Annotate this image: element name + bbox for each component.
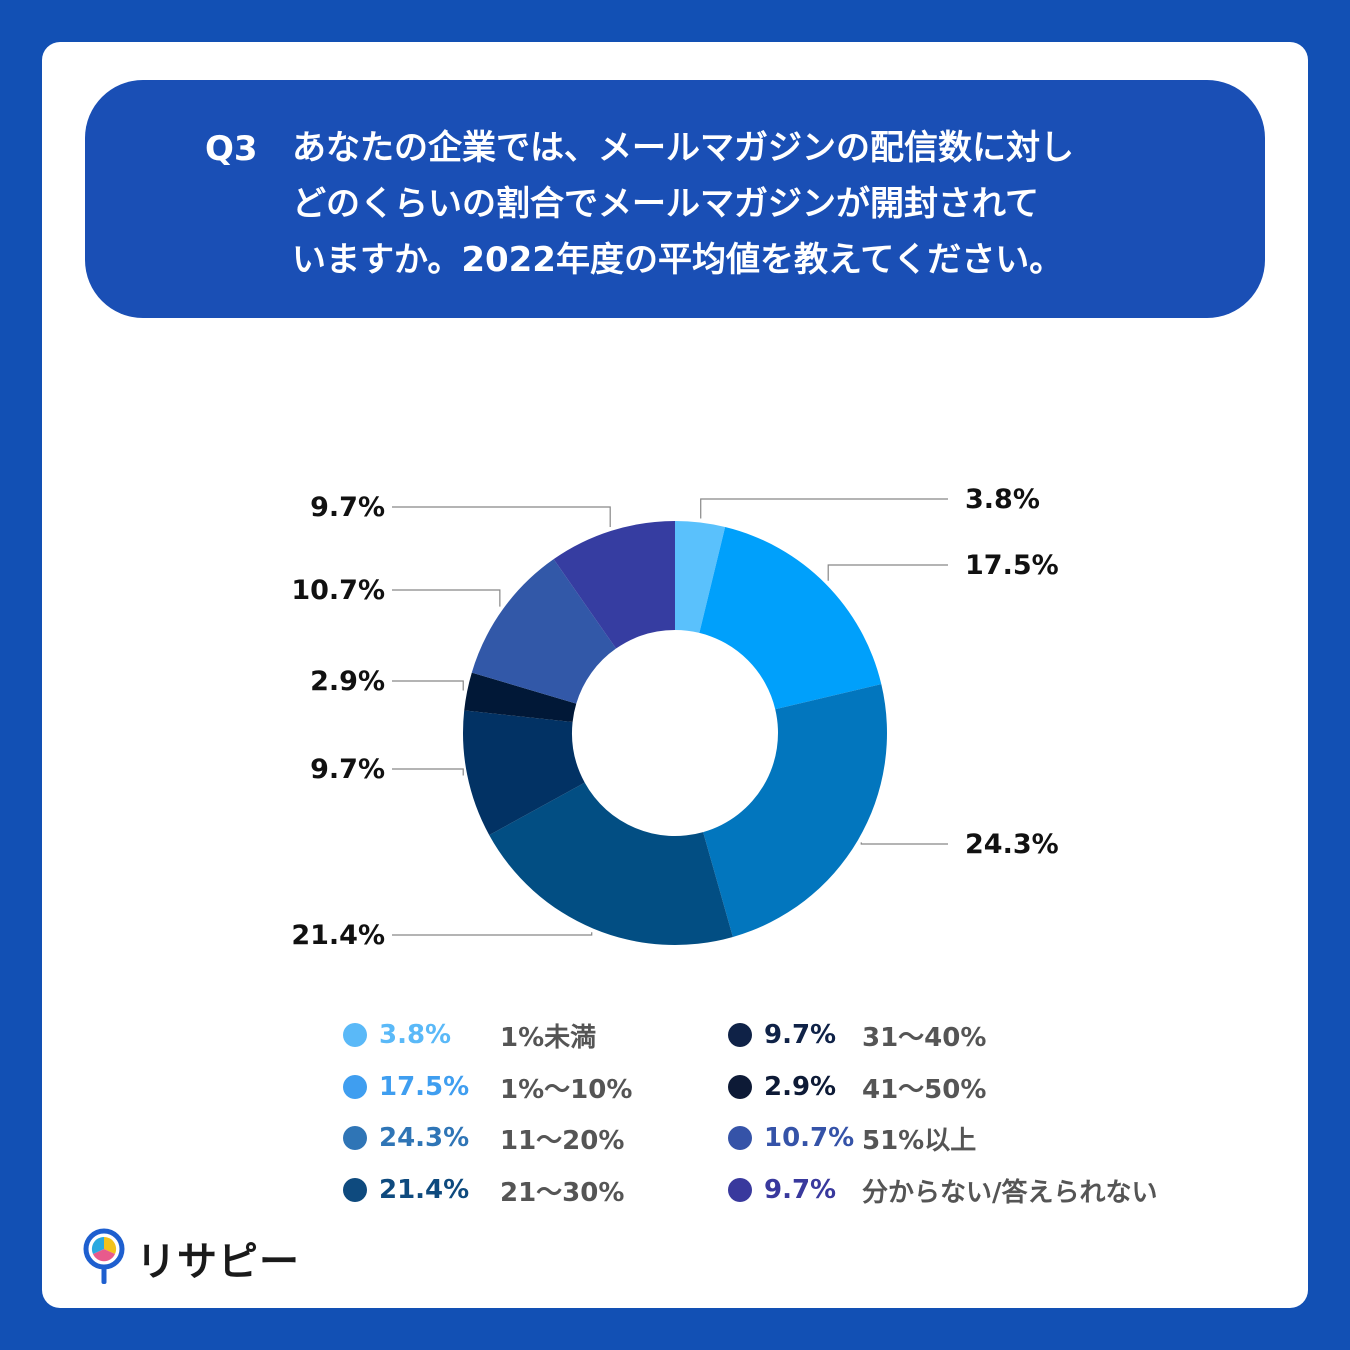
question-line-3: いますか。2022年度の平均値を教えてください。 xyxy=(292,240,1064,280)
brand-name: リサピー xyxy=(136,1239,300,1285)
legend-item: 17.5% xyxy=(343,1067,489,1107)
question-text: あなたの企業では、メールマガジンの配信数に対し どのくらいの割合でメールマガジン… xyxy=(292,120,1192,288)
legend-value: 3.8% xyxy=(379,1020,452,1050)
donut-slice xyxy=(553,521,675,649)
leader-line xyxy=(392,680,464,691)
legend-label: 31〜40% xyxy=(862,1022,987,1053)
question-line-1: あなたの企業では、メールマガジンの配信数に対し xyxy=(292,128,1074,168)
slice-value-label: 17.5% xyxy=(965,550,1059,581)
donut-slice xyxy=(489,782,733,946)
legend-value: 9.7% xyxy=(764,1175,837,1205)
legend-label: 1%〜10% xyxy=(500,1074,633,1105)
donut-slice xyxy=(464,672,577,723)
legend-label: 51%以上 xyxy=(862,1125,977,1156)
legend-item: 10.7% xyxy=(728,1118,874,1158)
donut-slice xyxy=(699,527,882,710)
legend-value: 21.4% xyxy=(379,1175,470,1205)
legend-swatch xyxy=(343,1178,367,1202)
legend-value: 24.3% xyxy=(379,1123,470,1153)
legend-value: 2.9% xyxy=(764,1072,837,1102)
legend-swatch xyxy=(728,1023,752,1047)
legend-swatch xyxy=(728,1178,752,1202)
brand-pin-icon xyxy=(83,1228,125,1284)
legend-label: 21〜30% xyxy=(500,1177,625,1208)
legend-item: 9.7% xyxy=(728,1015,874,1055)
slice-value-label: 2.9% xyxy=(310,666,385,697)
legend-item: 2.9% xyxy=(728,1067,874,1107)
donut-slice xyxy=(463,710,585,836)
legend-swatch xyxy=(343,1023,367,1047)
legend-value: 17.5% xyxy=(379,1072,470,1102)
legend-item: 21.4% xyxy=(343,1170,489,1210)
legend-swatch xyxy=(728,1075,752,1099)
question-line-2: どのくらいの割合でメールマガジンが開封されて xyxy=(292,184,1039,224)
donut-slice xyxy=(675,521,726,633)
donut-slice xyxy=(471,559,617,704)
slice-value-label: 9.7% xyxy=(310,492,385,523)
slice-value-label: 10.7% xyxy=(291,575,385,606)
leader-line xyxy=(827,564,948,581)
legend-swatch xyxy=(343,1126,367,1150)
slice-value-label: 21.4% xyxy=(291,920,385,951)
question-number: Q3 xyxy=(205,129,258,169)
slice-value-label: 3.8% xyxy=(965,484,1040,515)
leader-line xyxy=(392,589,501,607)
legend-value: 10.7% xyxy=(764,1123,855,1153)
leader-line xyxy=(392,768,464,776)
legend-item: 24.3% xyxy=(343,1118,489,1158)
slice-value-label: 24.3% xyxy=(965,829,1059,860)
brand-logo: リサピー xyxy=(82,1228,300,1288)
question-banner xyxy=(85,80,1265,318)
leader-line xyxy=(860,842,948,845)
legend-swatch xyxy=(728,1126,752,1150)
legend-label: 分からない/答えられない xyxy=(862,1177,1158,1208)
legend-value: 9.7% xyxy=(764,1020,837,1050)
leader-line xyxy=(700,498,948,519)
leader-line xyxy=(392,506,611,527)
legend-swatch xyxy=(343,1075,367,1099)
legend-item: 9.7% xyxy=(728,1170,874,1210)
legend-item: 3.8% xyxy=(343,1015,489,1055)
slice-value-label: 9.7% xyxy=(310,754,385,785)
legend-label: 11〜20% xyxy=(500,1125,625,1156)
legend-label: 41〜50% xyxy=(862,1074,987,1105)
leader-line xyxy=(392,932,593,936)
donut-slice xyxy=(703,684,888,937)
legend-label: 1%未満 xyxy=(500,1022,597,1053)
